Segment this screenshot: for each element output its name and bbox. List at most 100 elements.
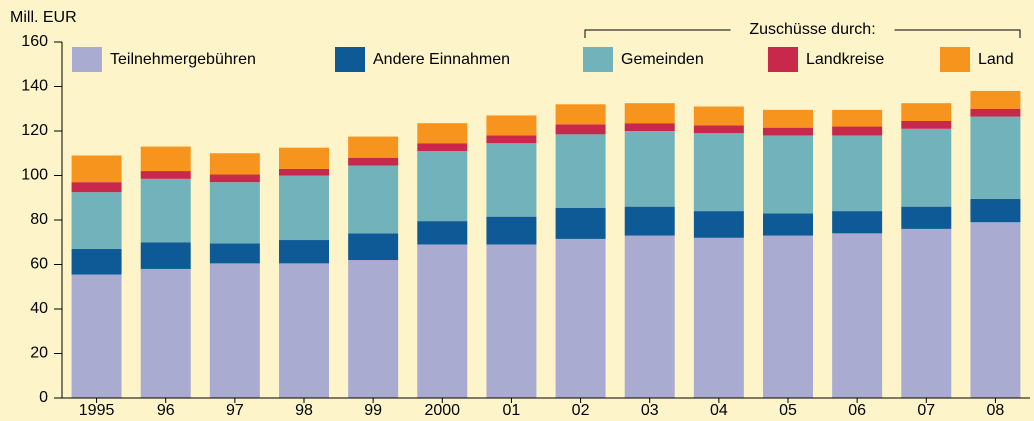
bar-segment [555, 207, 606, 239]
x-tick-label: 01 [503, 402, 521, 419]
bar-segment [763, 213, 813, 236]
bar-segment [970, 198, 1021, 223]
bar-segment [970, 90, 1021, 109]
bar-segment [209, 153, 260, 175]
bar-segment [209, 182, 260, 244]
x-tick-label: 03 [641, 402, 659, 419]
bar-segment [555, 238, 606, 398]
x-tick-label: 98 [295, 402, 313, 419]
x-tick-label: 04 [710, 402, 728, 419]
bar-segment [486, 216, 537, 245]
bar-segment [486, 244, 537, 398]
bar-segment [279, 175, 329, 241]
y-tick-label: 140 [21, 78, 48, 95]
bar-segment [901, 228, 952, 398]
legend-swatch [940, 47, 970, 72]
bar-segment [279, 147, 329, 169]
x-tick-label: 02 [572, 402, 590, 419]
bar-segment [624, 206, 675, 236]
bar-segment [417, 143, 468, 152]
bar-segment [348, 165, 399, 234]
bar-segment [970, 116, 1021, 199]
legend-swatch [768, 47, 798, 72]
y-tick-label: 160 [21, 33, 48, 50]
bar-segment [71, 182, 122, 193]
x-tick-label: 08 [987, 402, 1005, 419]
x-tick-label: 97 [226, 402, 244, 419]
bar-segment [486, 143, 537, 217]
bar-segment [970, 108, 1021, 117]
bar-segment [763, 235, 813, 398]
x-tick-label: 06 [848, 402, 866, 419]
y-tick-label: 60 [30, 256, 48, 273]
bar-segment [763, 109, 813, 128]
bar-segment [832, 135, 883, 212]
bar-segment [71, 192, 122, 249]
bar-segment [71, 155, 122, 183]
bar-segment [348, 233, 399, 261]
bar-segment [140, 268, 191, 398]
bar-segment [71, 248, 122, 275]
x-tick-label: 99 [364, 402, 382, 419]
x-tick-label: 2000 [424, 402, 460, 419]
bar-segment [486, 115, 537, 136]
bar-segment [555, 104, 606, 125]
bar-segment [348, 260, 399, 398]
bar-segment [209, 243, 260, 264]
bar-segment [486, 135, 537, 144]
bar-segment [970, 222, 1021, 398]
bar-segment [901, 120, 952, 129]
legend-label: Teilnehmergebühren [110, 51, 256, 68]
bar-segment [279, 263, 329, 398]
bar-segment [417, 221, 468, 245]
y-tick-label: 20 [30, 345, 48, 362]
legend-bracket-gap [730, 20, 895, 40]
bar-segment [140, 178, 191, 243]
y-tick-label: 100 [21, 167, 48, 184]
bar-segment [901, 206, 952, 229]
x-tick-label: 07 [917, 402, 935, 419]
bar-segment [417, 123, 468, 144]
bar-segment [693, 133, 744, 212]
x-tick-label: 05 [779, 402, 797, 419]
bar-segment [832, 126, 883, 136]
y-tick-label: 40 [30, 300, 48, 317]
bar-segment [624, 235, 675, 398]
bar-segment [693, 106, 744, 126]
bar-segment [279, 240, 329, 264]
legend-swatch [335, 47, 365, 72]
bar-segment [140, 171, 191, 179]
bar-segment [209, 263, 260, 398]
legend-label: Gemeinden [621, 51, 704, 68]
legend-swatch [583, 47, 613, 72]
bar-segment [555, 134, 606, 208]
y-tick-label: 120 [21, 122, 48, 139]
bar-segment [209, 174, 260, 183]
x-tick-label: 96 [157, 402, 175, 419]
bar-segment [624, 123, 675, 131]
bar-segment [417, 244, 468, 398]
bar-segment [71, 274, 122, 398]
bar-segment [624, 103, 675, 124]
bar-segment [555, 124, 606, 135]
bar-segment [693, 237, 744, 398]
bar-segment [140, 146, 191, 172]
bar-segment [279, 168, 329, 176]
legend-group-label: Zuschüsse durch: [749, 21, 875, 38]
bar-segment [624, 131, 675, 207]
y-tick-label: 80 [30, 211, 48, 228]
y-tick-label: 0 [39, 389, 48, 406]
legend-label: Land [978, 51, 1014, 68]
y-axis-label: Mill. EUR [10, 9, 77, 26]
bar-segment [832, 211, 883, 234]
legend-label: Andere Einnahmen [373, 51, 510, 68]
bar-segment [901, 103, 952, 121]
bar-segment [832, 109, 883, 127]
legend-swatch [72, 47, 102, 72]
bar-segment [348, 157, 399, 166]
bar-segment [417, 151, 468, 222]
bar-segment [763, 135, 813, 214]
bar-segment [763, 127, 813, 136]
bar-segment [901, 128, 952, 207]
